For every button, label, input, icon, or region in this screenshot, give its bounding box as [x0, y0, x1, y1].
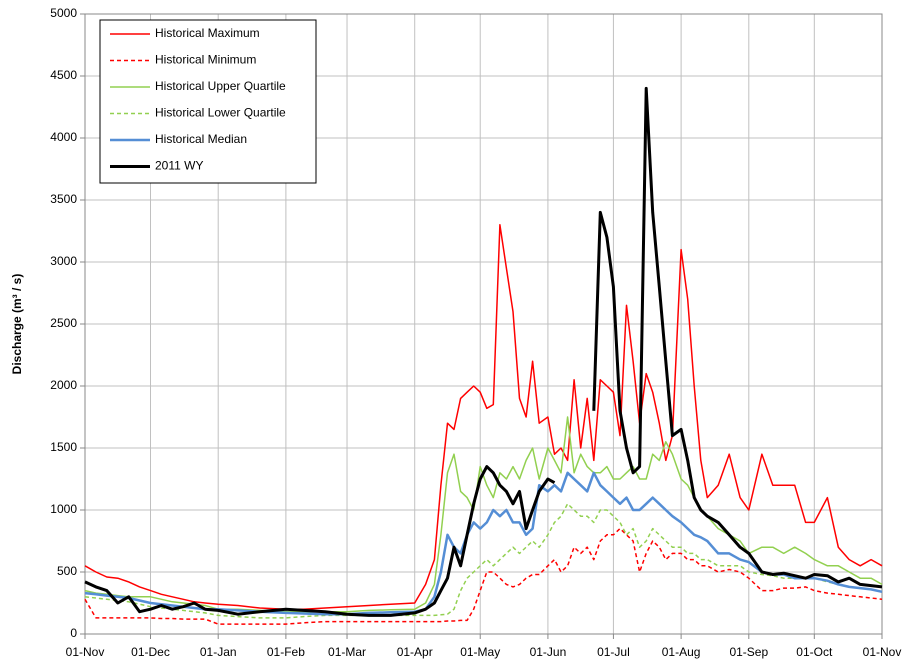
y-axis-label: Discharge (m³ / s)	[10, 274, 24, 375]
x-tick-label: 01-Nov	[66, 645, 105, 659]
plot-frame	[84, 13, 883, 635]
x-tick-label: 01-Mar	[328, 645, 366, 659]
series-line	[84, 86, 883, 617]
y-tick-label: 1500	[50, 440, 77, 454]
x-tick-label: 01-Jun	[530, 645, 567, 659]
y-tick-label: 4000	[50, 130, 77, 144]
y-tick-label: 4500	[50, 68, 77, 82]
legend-label: Historical Upper Quartile	[155, 79, 286, 93]
x-tick-label: 01-Aug	[662, 645, 701, 659]
legend-label: 2011 WY	[155, 159, 203, 173]
legend-label: Historical Minimum	[155, 53, 256, 67]
y-tick-label: 3500	[50, 192, 77, 206]
y-tick-label: 2500	[50, 316, 77, 330]
y-tick-label: 5000	[50, 6, 77, 20]
x-tick-label: 01-Jan	[200, 645, 237, 659]
legend-label: Historical Lower Quartile	[155, 106, 286, 120]
series-line	[84, 503, 883, 619]
y-tick-label: 1000	[50, 502, 77, 516]
series-line	[84, 527, 883, 625]
legend-label: Historical Maximum	[155, 26, 260, 40]
x-tick-label: 01-Feb	[267, 645, 305, 659]
legend-label: Historical Median	[155, 132, 247, 146]
x-tick-label: 01-Dec	[131, 645, 170, 659]
x-tick-label: 01-May	[460, 645, 500, 659]
x-tick-label: 01-Sep	[729, 645, 768, 659]
y-tick-label: 3000	[50, 254, 77, 268]
x-tick-label: 01-Oct	[796, 645, 833, 659]
x-tick-label: 01-Nov	[863, 645, 902, 659]
y-tick-label: 500	[57, 564, 77, 578]
series-line	[84, 471, 883, 616]
series-line	[84, 224, 883, 610]
y-tick-label: 2000	[50, 378, 77, 392]
x-tick-label: 01-Jul	[597, 645, 630, 659]
y-tick-label: 0	[70, 626, 77, 640]
legend-box	[99, 19, 317, 184]
x-tick-label: 01-Apr	[397, 645, 433, 659]
